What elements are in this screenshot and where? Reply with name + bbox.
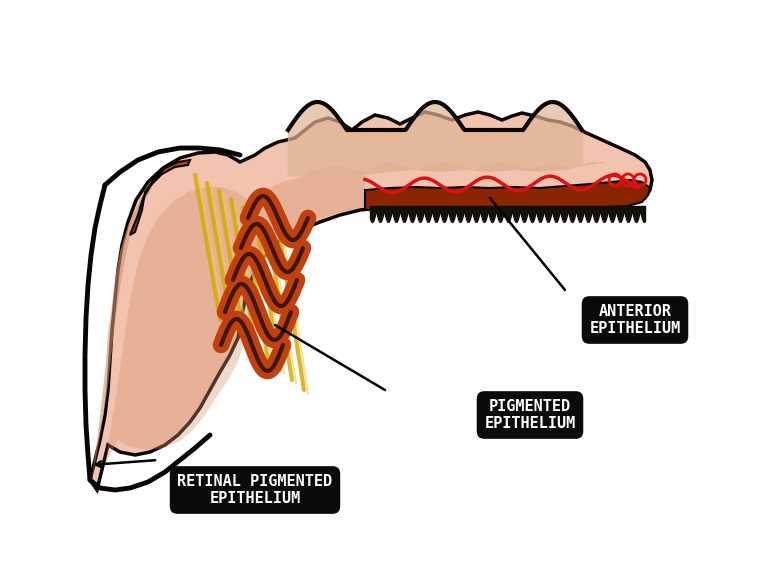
- Polygon shape: [105, 162, 648, 465]
- Polygon shape: [365, 162, 650, 210]
- Polygon shape: [130, 160, 190, 235]
- Polygon shape: [365, 180, 650, 210]
- Polygon shape: [90, 112, 652, 490]
- Text: RETINAL PIGMENTED
EPITHELIUM: RETINAL PIGMENTED EPITHELIUM: [177, 474, 333, 506]
- Polygon shape: [92, 188, 150, 478]
- Text: ANTERIOR
EPITHELIUM: ANTERIOR EPITHELIUM: [589, 304, 680, 336]
- Text: PIGMENTED
EPITHELIUM: PIGMENTED EPITHELIUM: [485, 399, 576, 431]
